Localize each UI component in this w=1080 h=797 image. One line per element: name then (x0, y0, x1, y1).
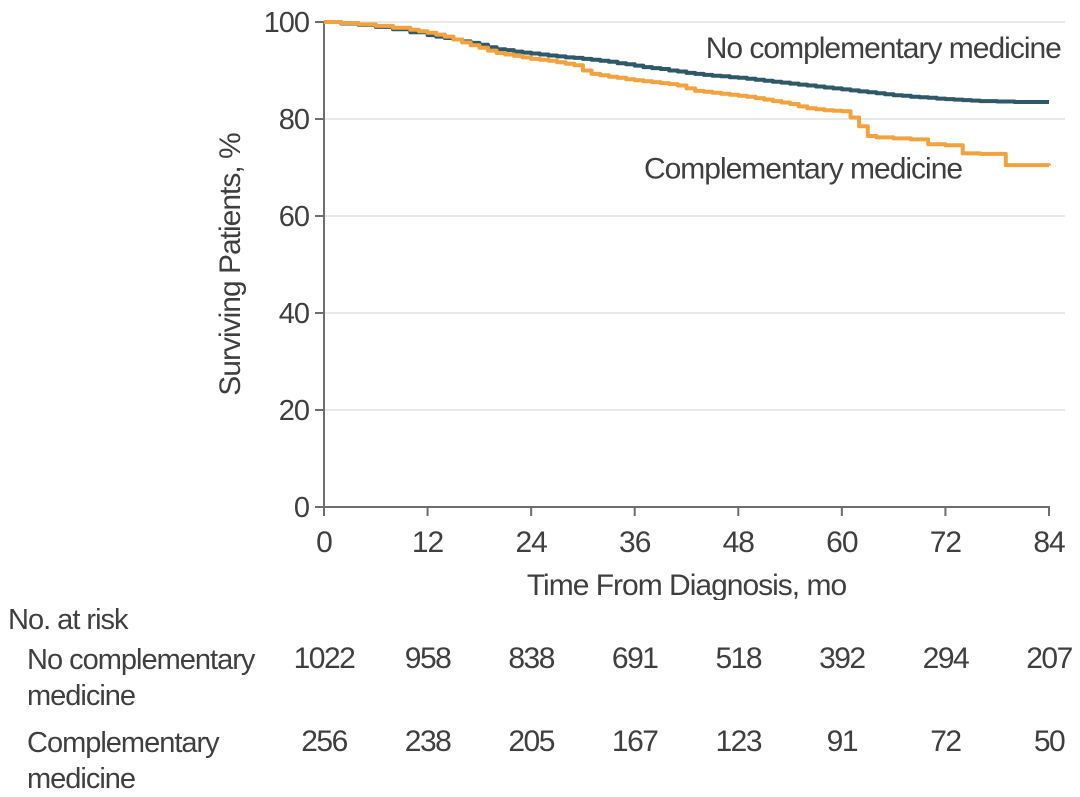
x-tick-label: 36 (619, 526, 651, 559)
survival-curve-complementary (324, 20, 1051, 168)
risk-value-cell: 691 (611, 642, 659, 675)
risk-value-cell: 294 (922, 642, 970, 675)
y-tick-label: 40 (279, 298, 309, 330)
x-tick-label: 60 (826, 526, 858, 559)
y-tick-label: 80 (279, 104, 309, 136)
risk-row-label-line: medicine (27, 763, 136, 795)
risk-value-cell: 838 (508, 642, 555, 675)
x-tick-label: 48 (723, 526, 755, 559)
series-label-no-complementary: No complementary medicine (706, 32, 1061, 65)
risk-table-title: No. at risk (8, 604, 129, 636)
y-axis-title: Surviving Patients, % (214, 133, 247, 396)
risk-value-cell: 207 (1026, 642, 1073, 675)
risk-value-cell: 958 (404, 642, 452, 675)
risk-value-cell: 123 (715, 725, 763, 758)
y-tick-label: 20 (279, 395, 309, 427)
series-label-complementary: Complementary medicine (644, 152, 962, 185)
survival-chart: 0 20 40 60 80 100 0 12 24 36 48 60 72 84 Time From Dia… (214, 7, 1066, 600)
x-tick-label: 0 (316, 526, 332, 559)
risk-value-cell: 72 (930, 725, 962, 758)
risk-value-cell: 238 (404, 725, 452, 758)
risk-value-cell: 256 (301, 725, 348, 758)
x-tick-label: 84 (1033, 526, 1065, 559)
risk-row-label-no-complementary: No complementary medicine (27, 642, 255, 714)
risk-value-cell: 392 (819, 642, 866, 675)
x-tick-label: 72 (930, 526, 962, 559)
risk-value-cell: 205 (508, 725, 555, 758)
x-tick-label: 24 (515, 526, 547, 559)
risk-value-cell: 50 (1033, 725, 1066, 758)
y-tick-label: 100 (264, 7, 309, 39)
y-tick-label: 60 (279, 201, 309, 233)
risk-value-cell: 167 (611, 725, 659, 758)
risk-row-label-complementary: Complementary medicine (27, 725, 220, 797)
risk-row-label-line: Complementary (27, 727, 220, 759)
risk-value-cell: 91 (826, 725, 859, 758)
risk-value-cell: 518 (715, 642, 763, 675)
risk-row-label-line: No complementary (27, 644, 255, 676)
y-tick-label: 0 (294, 492, 309, 524)
x-axis-title: Time From Diagnosis, mo (527, 569, 847, 600)
x-tick-label: 12 (412, 526, 444, 559)
risk-value-cell: 1022 (293, 642, 356, 675)
risk-row-label-line: medicine (27, 680, 136, 712)
